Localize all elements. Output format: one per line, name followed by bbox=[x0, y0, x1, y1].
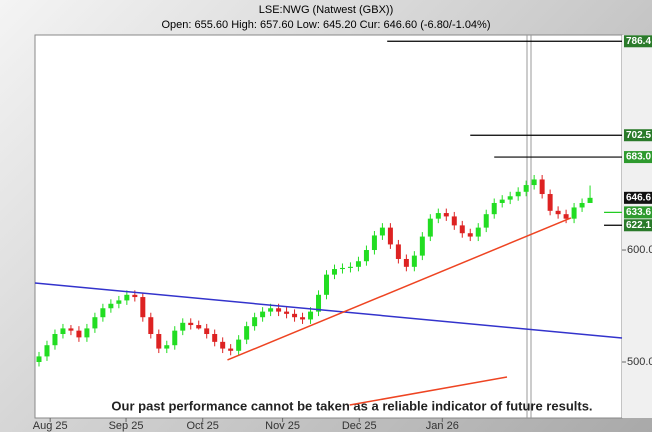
candle-body bbox=[164, 345, 170, 349]
level-tag bbox=[624, 219, 652, 232]
candle-body bbox=[100, 308, 106, 318]
candle-body bbox=[228, 348, 234, 351]
candle-body bbox=[124, 294, 130, 301]
x-tick-label: Dec 25 bbox=[342, 420, 377, 432]
candle-body bbox=[411, 255, 417, 267]
candle-body bbox=[555, 210, 561, 215]
x-tick-label: Sep 25 bbox=[109, 420, 144, 432]
level-label: 702.5 bbox=[626, 130, 651, 141]
level-tag bbox=[624, 35, 652, 48]
level-tag bbox=[624, 206, 652, 219]
y-tick-label: 500.0 bbox=[627, 356, 652, 368]
candle-body bbox=[379, 227, 385, 236]
candle-body bbox=[387, 227, 393, 245]
candle-body bbox=[571, 207, 577, 219]
candle-body bbox=[108, 303, 114, 309]
candle-body bbox=[236, 339, 242, 351]
candle-body bbox=[52, 334, 58, 346]
candle-body bbox=[363, 250, 369, 262]
trend-line bbox=[349, 376, 508, 406]
candle-body bbox=[284, 311, 290, 314]
trend-line bbox=[227, 217, 572, 361]
candle-body bbox=[84, 328, 90, 338]
candle-body bbox=[523, 185, 529, 192]
x-tick-label: Jan 26 bbox=[426, 420, 459, 432]
candle-body bbox=[563, 214, 569, 219]
candle-body bbox=[395, 244, 401, 259]
candle-body bbox=[547, 194, 553, 211]
candle-body bbox=[300, 317, 306, 320]
candle-body bbox=[339, 267, 345, 270]
candle-body bbox=[60, 328, 66, 335]
candle-body bbox=[347, 266, 353, 268]
candle-body bbox=[156, 334, 162, 349]
candle-body bbox=[116, 300, 122, 304]
candle-body bbox=[467, 233, 473, 237]
candle-body bbox=[371, 235, 377, 251]
candle-body bbox=[276, 308, 282, 312]
level-tag bbox=[624, 129, 652, 142]
chart-subtitle: Open: 655.60 High: 657.60 Low: 645.20 Cu… bbox=[162, 19, 491, 31]
candle-body bbox=[539, 179, 545, 195]
candle-body bbox=[252, 317, 258, 327]
level-label: 786.4 bbox=[626, 36, 651, 47]
candle-body bbox=[92, 317, 98, 329]
candle-body bbox=[36, 356, 42, 363]
trend-line bbox=[34, 282, 623, 339]
plot-area bbox=[34, 34, 623, 419]
level-label: 622.1 bbox=[626, 220, 651, 231]
candle-body bbox=[308, 311, 314, 320]
candle-body bbox=[403, 258, 409, 267]
level-label: 646.6 bbox=[626, 192, 651, 203]
candle-body bbox=[68, 328, 74, 331]
level-tag bbox=[624, 191, 652, 204]
candle-body bbox=[475, 227, 481, 237]
candle-body bbox=[419, 236, 425, 256]
candle-body bbox=[435, 213, 441, 219]
candle-body bbox=[180, 322, 186, 331]
candle-body bbox=[316, 294, 322, 312]
candle-body bbox=[220, 341, 226, 349]
y-tick-label: 600.0 bbox=[627, 244, 652, 256]
x-tick-label: Aug 25 bbox=[33, 420, 68, 432]
candle-body bbox=[188, 322, 194, 326]
candle-body bbox=[204, 328, 210, 335]
candle-body bbox=[292, 313, 298, 318]
level-label: 633.6 bbox=[626, 207, 651, 218]
candle-body bbox=[483, 214, 489, 228]
candle-body bbox=[443, 213, 449, 217]
candle-body bbox=[196, 325, 202, 329]
disclaimer: Our past performance cannot be taken as … bbox=[111, 398, 592, 413]
candle-body bbox=[44, 345, 50, 357]
candle-body bbox=[324, 274, 330, 295]
candle-body bbox=[76, 330, 82, 338]
candle-body bbox=[244, 326, 250, 340]
chart-title: LSE:NWG (Natwest (GBX)) bbox=[259, 4, 393, 16]
x-tick-label: Oct 25 bbox=[187, 420, 219, 432]
candle-body bbox=[331, 269, 337, 275]
candle-body bbox=[531, 179, 537, 186]
level-tag bbox=[624, 151, 652, 164]
candle-body bbox=[132, 294, 138, 298]
candle-body bbox=[148, 317, 154, 335]
candle-body bbox=[260, 311, 266, 318]
candle-body bbox=[268, 308, 274, 312]
candle-body bbox=[507, 196, 513, 200]
x-tick-label: Nov 25 bbox=[265, 420, 300, 432]
candle-body bbox=[172, 330, 178, 346]
candle-body bbox=[212, 334, 218, 342]
candle-body bbox=[140, 297, 146, 318]
candle-body bbox=[579, 202, 585, 208]
candle-body bbox=[355, 261, 361, 267]
candle-body bbox=[587, 197, 593, 203]
level-label: 683.0 bbox=[626, 152, 651, 163]
candle-body bbox=[459, 225, 465, 234]
candle-body bbox=[491, 202, 497, 215]
candle-body bbox=[451, 216, 457, 226]
candle-body bbox=[499, 199, 505, 203]
candle-body bbox=[427, 218, 433, 237]
candle-body bbox=[515, 191, 521, 197]
